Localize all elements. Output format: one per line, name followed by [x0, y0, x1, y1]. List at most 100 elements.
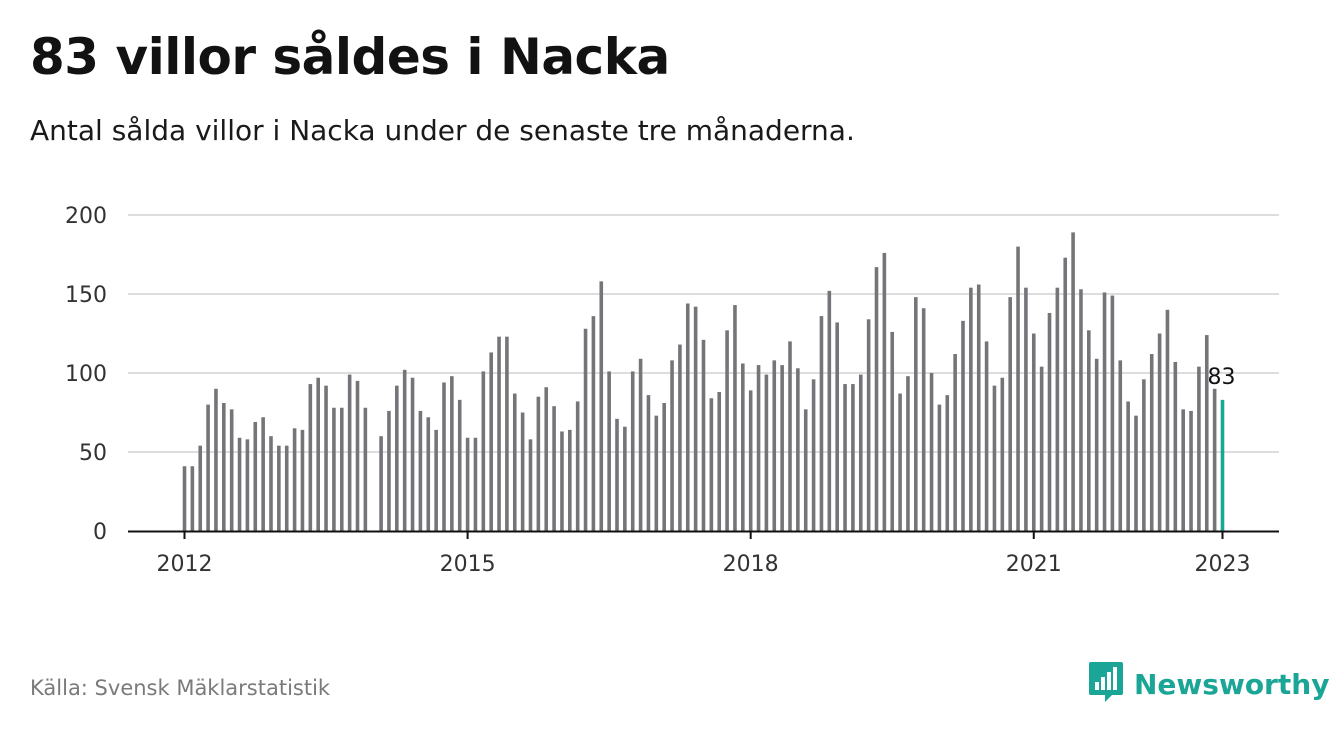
chart-title: 83 villor såldes i Nacka — [30, 28, 670, 86]
bar — [277, 445, 281, 531]
bar — [214, 388, 218, 531]
x-tick-label: 2018 — [723, 552, 779, 577]
bar — [741, 363, 745, 531]
y-tick-label: 50 — [79, 441, 107, 466]
bar — [615, 418, 619, 531]
bar — [780, 365, 784, 531]
bar — [866, 319, 871, 531]
bar — [788, 341, 792, 531]
bar — [489, 352, 493, 531]
bar — [505, 336, 509, 531]
bar — [1165, 309, 1170, 531]
bar — [851, 384, 855, 531]
bar — [1118, 360, 1123, 531]
bar — [984, 341, 989, 531]
bar — [670, 360, 674, 531]
bar — [1142, 379, 1146, 531]
bar — [929, 373, 934, 531]
bar — [284, 445, 289, 531]
bar — [473, 437, 478, 531]
brand-logo[interactable]: Newsworthy — [1088, 660, 1329, 708]
x-tick-label: 2023 — [1195, 552, 1251, 577]
bar — [961, 320, 965, 531]
bar — [701, 339, 706, 531]
bar — [418, 410, 423, 531]
bar — [465, 437, 470, 531]
bar — [395, 385, 399, 531]
bar — [591, 316, 596, 531]
bar — [347, 374, 352, 531]
bar — [843, 384, 847, 531]
bar — [717, 391, 722, 531]
bar — [544, 387, 549, 531]
bar — [1173, 361, 1178, 531]
bar — [402, 369, 407, 531]
bar — [434, 429, 438, 531]
bar — [1197, 366, 1201, 531]
bar — [300, 429, 305, 531]
y-tick-label: 100 — [65, 362, 107, 387]
bar — [292, 428, 297, 531]
x-tick-label: 2021 — [1006, 552, 1062, 577]
bar — [182, 466, 187, 531]
bar — [308, 384, 313, 531]
bar — [198, 445, 203, 531]
bar — [898, 393, 902, 531]
bar — [1204, 335, 1209, 531]
bar — [1071, 232, 1075, 531]
bar — [324, 385, 328, 531]
bar — [237, 437, 242, 531]
bar — [662, 403, 666, 531]
bar — [725, 330, 729, 531]
bar — [426, 417, 431, 531]
bar — [1102, 292, 1107, 531]
bar — [332, 407, 336, 531]
bar — [685, 303, 690, 531]
bar — [890, 331, 895, 531]
bar — [906, 376, 910, 531]
bar — [969, 287, 973, 531]
bar — [1016, 246, 1020, 531]
bar — [410, 377, 415, 531]
bar — [1189, 410, 1193, 531]
bar — [450, 376, 454, 531]
bar — [693, 306, 698, 531]
bar — [803, 409, 808, 531]
bar — [811, 379, 816, 531]
bar — [874, 267, 879, 531]
bar — [1149, 354, 1154, 531]
bar — [568, 429, 572, 531]
bar — [858, 374, 863, 531]
bar — [1008, 297, 1012, 531]
bar — [992, 385, 997, 531]
x-tick-label: 2012 — [157, 552, 213, 577]
bar — [497, 336, 501, 531]
bar — [1031, 333, 1036, 531]
bar — [536, 396, 541, 531]
bar — [1110, 295, 1115, 531]
bar — [1094, 358, 1099, 531]
bar — [772, 360, 777, 531]
bar — [190, 466, 195, 531]
bar — [1024, 287, 1028, 531]
y-tick-label: 200 — [65, 204, 107, 229]
highlight-value-label: 83 — [1208, 365, 1236, 390]
bar — [638, 358, 643, 531]
source-note: Källa: Svensk Mäklarstatistik — [30, 676, 331, 700]
highlight-bar — [1220, 399, 1225, 531]
bar — [363, 407, 368, 531]
y-tick-label: 150 — [65, 283, 107, 308]
bar — [379, 436, 383, 531]
bar — [796, 368, 800, 531]
bar — [921, 308, 926, 531]
bar — [1134, 415, 1138, 531]
bar — [1079, 289, 1083, 531]
bar — [819, 316, 824, 531]
bar — [1039, 366, 1044, 531]
bar — [528, 439, 533, 531]
bar — [206, 404, 210, 531]
bar — [442, 382, 446, 531]
bar — [457, 399, 462, 531]
chart-subtitle: Antal sålda villor i Nacka under de sena… — [30, 114, 855, 147]
bar — [1157, 333, 1162, 531]
